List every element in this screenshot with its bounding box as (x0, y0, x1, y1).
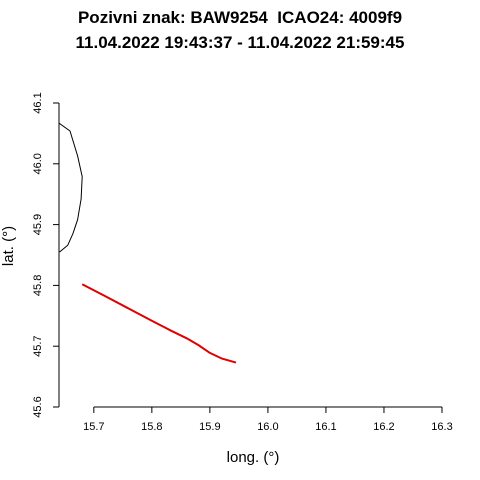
chart-title-line-2: 11.04.2022 19:43:37 - 11.04.2022 21:59:4… (75, 33, 405, 52)
y-tick-label: 45.9 (32, 214, 44, 235)
chart-title-line-1: Pozivni znak: BAW9254 ICAO24: 4009f9 (77, 8, 403, 27)
x-tick-label: 15.8 (141, 421, 162, 433)
x-tick-label: 16.3 (431, 421, 452, 433)
y-tick-label: 45.8 (32, 275, 44, 296)
y-axis-label: lat. (°) (0, 226, 17, 266)
y-tick-label: 45.7 (32, 335, 44, 356)
y-tick-label: 45.6 (32, 396, 44, 417)
series-line-red-track (81, 283, 237, 364)
series-line-black-track (58, 122, 83, 253)
x-axis-label: long. (°) (227, 449, 280, 466)
y-tick-label: 46.0 (32, 153, 44, 174)
x-tick-label: 15.9 (199, 421, 220, 433)
axes: 15.7 15.8 15.9 16.0 16.1 16.2 16.3 45.6 45.7 45.8… (32, 92, 453, 433)
x-tick-label: 15.7 (83, 421, 104, 433)
y-tick-label: 46.1 (32, 92, 44, 113)
x-tick-label: 16.1 (315, 421, 336, 433)
x-tick-label: 16.2 (373, 421, 394, 433)
x-tick-label: 16.0 (257, 421, 278, 433)
series-layer (58, 122, 237, 364)
